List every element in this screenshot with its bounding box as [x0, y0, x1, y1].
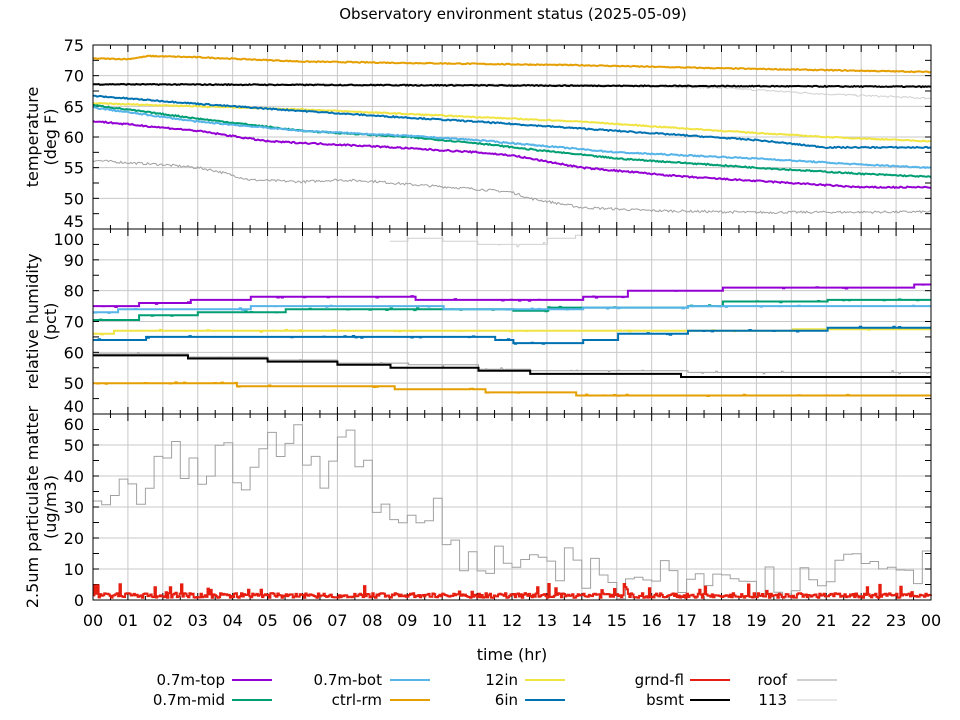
- x-tick-label: 00: [921, 611, 941, 630]
- legend-label: grnd-fl: [635, 671, 684, 689]
- x-tick-label: 15: [607, 611, 627, 630]
- x-tick-label: 11: [467, 611, 487, 630]
- y-axis-label: relative humidity: [23, 253, 42, 389]
- x-tick-label: 03: [188, 611, 208, 630]
- legend: 0.7m-top 0.7m-mid 0.7m-bot ctrl-rm 12in 6in gr…: [153, 671, 837, 709]
- x-tick-label: 23: [886, 611, 906, 630]
- series-roof-line: [92, 159, 932, 215]
- series-0.7m-mid-line: [93, 104, 932, 178]
- legend-label: 113: [758, 691, 787, 709]
- legend-item-ctrl-rm: ctrl-rm: [332, 691, 430, 709]
- y-tick-label: 40: [64, 467, 84, 486]
- x-tick-label: 10: [432, 611, 452, 630]
- x-tick-label: 00: [83, 611, 103, 630]
- series-0.7m-top-line: [93, 283, 931, 308]
- series-bsmt-line: [93, 354, 931, 378]
- series-ctrl-rm-line: [93, 381, 931, 397]
- panel-2: 0 10 20 30 40 50 60 2.5um particulate matter (ug…: [23, 405, 932, 610]
- x-tick-label: 16: [641, 611, 661, 630]
- legend-label: 6in: [495, 691, 518, 709]
- x-tick-label: 17: [676, 611, 696, 630]
- legend-label: 12in: [485, 671, 518, 689]
- y-axis-label: (ug/m3): [41, 475, 60, 539]
- series-0.7m-bot-line: [92, 106, 932, 170]
- y-axis-label: (pct): [41, 303, 60, 341]
- legend-label: 0.7m-top: [157, 671, 225, 689]
- legend-item-bsmt: bsmt: [646, 691, 730, 709]
- y-tick-label: 55: [64, 159, 84, 178]
- x-tick-label: 21: [816, 611, 836, 630]
- y-tick-label: 100: [53, 230, 84, 249]
- series-6in-line: [92, 94, 932, 150]
- series-0.7m-bot-line: [93, 304, 931, 314]
- series-113-line: [389, 234, 582, 248]
- y-tick-label: 60: [64, 128, 84, 147]
- y-tick-label: 70: [64, 67, 84, 86]
- y-tick-label: 75: [64, 36, 84, 55]
- y-tick-label: 40: [64, 397, 84, 416]
- x-tick-label: 18: [711, 611, 731, 630]
- y-tick-label: 45: [64, 212, 84, 231]
- legend-item-113: 113: [758, 691, 837, 709]
- x-tick-label: 14: [572, 611, 592, 630]
- legend-label: 0.7m-bot: [314, 671, 383, 689]
- x-tick-label: 07: [327, 611, 347, 630]
- y-axis-label: (deg F): [41, 109, 60, 166]
- x-tick-label: 20: [781, 611, 801, 630]
- y-tick-label: 30: [64, 498, 84, 517]
- x-tick-label: 05: [257, 611, 277, 630]
- x-tick-label: 13: [537, 611, 557, 630]
- y-tick-label: 80: [64, 282, 84, 301]
- legend-label: 0.7m-mid: [153, 691, 225, 709]
- legend-label: bsmt: [646, 691, 684, 709]
- y-tick-label: 10: [64, 560, 84, 579]
- legend-label: ctrl-rm: [332, 691, 382, 709]
- x-axis-label: time (hr): [477, 645, 547, 664]
- y-tick-label: 20: [64, 529, 84, 548]
- panel-frame: [92, 413, 932, 601]
- y-tick-label: 0: [74, 591, 84, 610]
- legend-item-0.7m-top: 0.7m-top: [157, 671, 272, 689]
- y-tick-label: 90: [64, 251, 84, 270]
- x-tick-label: 22: [851, 611, 871, 630]
- x-tick-label: 04: [222, 611, 242, 630]
- series-12in-line: [92, 101, 932, 143]
- legend-item-6in: 6in: [495, 691, 565, 709]
- series-6in-line: [93, 325, 931, 345]
- series-bsmt-line: [93, 82, 932, 89]
- x-tick-label: 01: [118, 611, 138, 630]
- legend-item-grnd-fl: grnd-fl: [635, 671, 730, 689]
- series-grnd-fl-line: [93, 583, 932, 599]
- legend-item-12in: 12in: [485, 671, 565, 689]
- legend-item-0.7m-bot: 0.7m-bot: [314, 671, 430, 689]
- legend-item-0.7m-mid: 0.7m-mid: [153, 691, 272, 709]
- panel-1: 40 50 60 70 80 90 100 relative humidity (pct): [23, 228, 932, 416]
- legend-item-roof: roof: [758, 671, 837, 689]
- y-tick-label: 60: [64, 415, 84, 434]
- x-tick-label: 12: [502, 611, 522, 630]
- y-tick-label: 50: [64, 436, 84, 455]
- x-tick-label: 06: [292, 611, 312, 630]
- series-0.7m-top-line: [92, 120, 931, 190]
- x-tick-label: 09: [397, 611, 417, 630]
- y-axis-label: temperature: [23, 87, 42, 188]
- x-tick-label: 02: [153, 611, 173, 630]
- y-tick-label: 70: [64, 313, 84, 332]
- y-tick-label: 60: [64, 343, 84, 362]
- y-tick-label: 65: [64, 97, 84, 116]
- series-roof-line: [93, 424, 932, 601]
- series-roof-line: [93, 352, 931, 375]
- x-tick-label: 19: [746, 611, 766, 630]
- y-axis-label: 2.5um particulate matter: [23, 405, 42, 608]
- y-tick-label: 50: [64, 374, 84, 393]
- panel-0: 45 50 55 60 65 70 75 temperature (deg F): [23, 36, 932, 231]
- x-tick-label: 08: [362, 611, 382, 630]
- legend-label: roof: [758, 671, 788, 689]
- y-tick-label: 50: [64, 189, 84, 208]
- series-ctrl-rm-line: [93, 54, 932, 74]
- chart-title: Observatory environment status (2025-05-…: [339, 5, 687, 23]
